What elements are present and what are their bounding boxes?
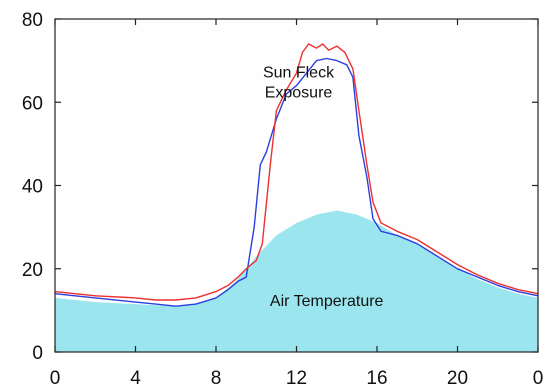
sun-fleck-exposure-label: Sun Fleck Exposure [263, 64, 335, 101]
series-line-1 [54, 57, 539, 307]
y-tick-label: 20 [22, 260, 43, 281]
air-temperature-area [55, 210, 538, 352]
y-tick-label: 0 [32, 343, 43, 364]
x-tick-label: 8 [211, 368, 222, 389]
x-tick-label: 16 [366, 368, 387, 389]
y-tick-label: 40 [22, 177, 43, 198]
series-line-2 [54, 43, 539, 301]
air-temperature-label: Air Temperature [270, 293, 384, 310]
x-tick-label: 0 [533, 368, 544, 389]
x-tick-label: 0 [50, 368, 61, 389]
y-tick-label: 60 [22, 93, 43, 114]
x-tick-label: 12 [286, 368, 307, 389]
plot-frame [54, 18, 539, 353]
series-layer [54, 43, 539, 352]
x-tick-label: 4 [130, 368, 141, 389]
annotations: Sun Fleck Exposure Air Temperature [263, 64, 384, 310]
x-tick-label: 20 [447, 368, 468, 389]
y-tick-label: 80 [22, 10, 43, 31]
